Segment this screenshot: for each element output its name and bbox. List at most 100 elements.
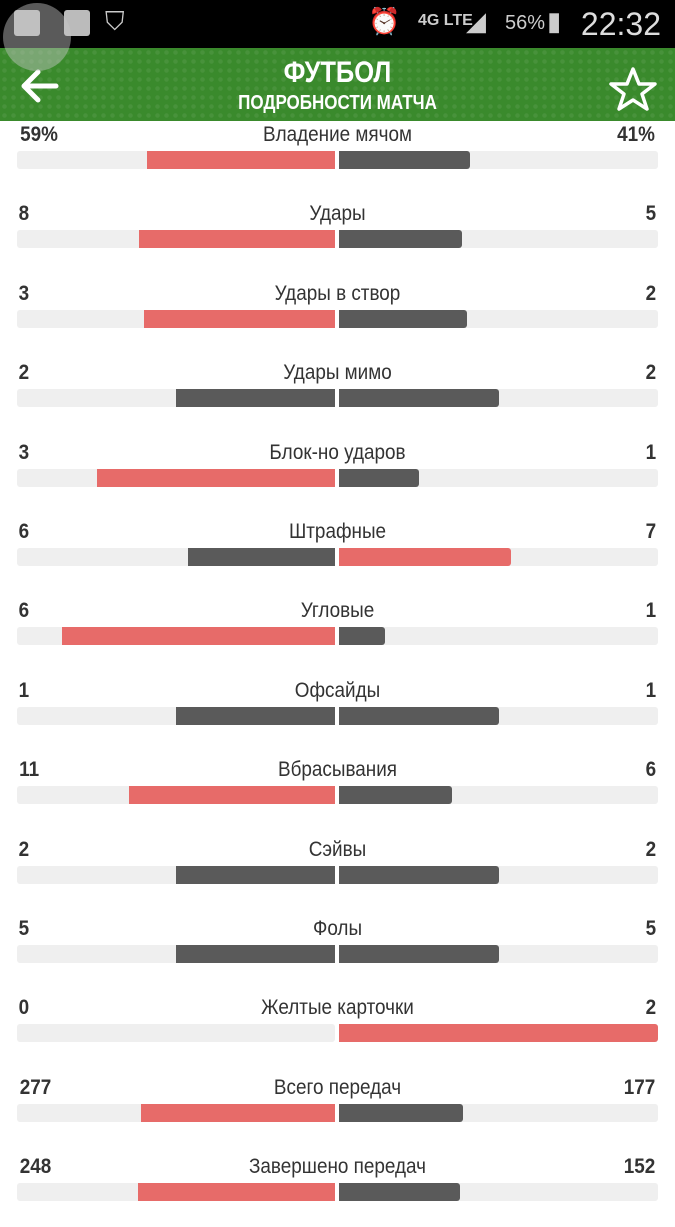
away-bar-fill (339, 1183, 461, 1202)
stat-label: Фолы (312, 917, 363, 940)
stat-label: Удары мимо (283, 361, 392, 385)
away-value: 5 (645, 202, 657, 226)
stat-label: Штрафные (288, 520, 387, 543)
home-bar-track (17, 151, 335, 169)
away-bar-track (339, 1024, 658, 1043)
home-bar-track (17, 627, 335, 646)
away-value: 1 (645, 678, 657, 702)
stat-label: Вбрасывания (277, 758, 398, 782)
home-value: 2 (18, 837, 30, 861)
home-bar-track (17, 1024, 335, 1043)
stat-row: 0 Желтые карточки 2 (0, 996, 675, 1068)
home-value: 5 (18, 917, 30, 940)
home-value: 3 (18, 440, 30, 464)
away-bar-track (339, 548, 658, 566)
page-title: ФУТБОЛ (283, 56, 392, 89)
home-bar-fill (176, 945, 335, 963)
stat-row: 6 Угловые 1 (0, 599, 675, 671)
away-bar-fill (339, 945, 499, 963)
home-bar-track (17, 786, 335, 805)
stat-row: 2 Удары мимо 2 (0, 361, 675, 433)
away-bar-track (339, 706, 658, 725)
stat-label: Офсайды (294, 678, 381, 702)
touch-indicator (3, 3, 71, 71)
home-bar-track (17, 865, 335, 884)
away-value: 2 (645, 996, 657, 1020)
battery-percent: 56% (504, 12, 545, 34)
home-value: 2 (18, 361, 30, 385)
home-value: 6 (18, 520, 30, 543)
app-notification-icon (14, 10, 40, 36)
stat-label: Желтые карточки (261, 996, 414, 1020)
away-value: 5 (645, 917, 657, 940)
stat-row: 248 Завершено передач 152 (0, 1155, 675, 1227)
away-value: 2 (645, 281, 657, 305)
home-bar-track (17, 706, 335, 725)
away-bar-fill (339, 151, 470, 169)
away-value: 41% (617, 123, 655, 146)
stat-label: Завершено передач (249, 1155, 426, 1179)
away-bar-fill (339, 627, 385, 646)
away-value: 1 (645, 599, 657, 623)
away-bar-track (339, 1103, 658, 1122)
home-bar-fill (147, 151, 335, 169)
home-bar-fill (176, 389, 335, 408)
away-bar-fill (339, 865, 499, 884)
away-bar-track (339, 468, 658, 487)
stat-row: 5 Фолы 5 (0, 917, 675, 989)
away-bar-fill (339, 1103, 464, 1122)
stat-row: 6 Штрафные 7 (0, 520, 675, 592)
clock: 22:32 (580, 6, 661, 42)
home-value: 59% (20, 123, 58, 146)
home-bar-fill (140, 1103, 335, 1122)
home-value: 277 (19, 1075, 52, 1099)
network-type-icon: 4G LTE (418, 12, 473, 29)
home-bar-track (17, 309, 335, 328)
stat-label: Блок-но ударов (269, 440, 406, 464)
away-value: 2 (645, 837, 657, 861)
away-bar-fill (339, 548, 511, 566)
home-value: 8 (18, 202, 30, 226)
home-bar-track (17, 1183, 335, 1202)
stat-row: 59% Владение мячом 41% (0, 123, 675, 195)
away-bar-track (339, 1183, 658, 1202)
away-bar-fill (339, 230, 462, 249)
home-bar-fill (139, 230, 335, 249)
stat-label: Сэйвы (308, 837, 367, 861)
away-bar-fill (339, 1024, 658, 1043)
away-value: 2 (645, 361, 657, 385)
home-bar-track (17, 548, 335, 566)
away-value: 177 (623, 1075, 656, 1099)
signal-icon: ◢ (466, 6, 486, 36)
away-bar-fill (339, 309, 467, 328)
stat-label: Удары в створ (274, 281, 401, 305)
stat-label: Владение мячом (262, 123, 413, 146)
away-bar-track (339, 627, 658, 646)
home-value: 248 (19, 1155, 52, 1179)
home-bar-fill (176, 706, 335, 725)
stat-row: 3 Удары в створ 2 (0, 282, 675, 354)
away-value: 6 (645, 758, 657, 782)
away-bar-track (339, 151, 658, 169)
away-bar-track (339, 945, 658, 963)
home-bar-track (17, 468, 335, 487)
home-bar-fill (137, 1183, 335, 1202)
home-bar-fill (62, 627, 335, 646)
favorite-star-icon[interactable] (608, 66, 658, 112)
app-header: ФУТБОЛ ПОДРОБНОСТИ МАТЧА (0, 48, 675, 121)
stat-label: Всего передач (273, 1075, 402, 1099)
home-value: 0 (18, 996, 30, 1020)
page-subtitle: ПОДРОБНОСТИ МАТЧА (238, 92, 437, 114)
home-value: 6 (18, 599, 30, 623)
home-value: 3 (18, 281, 30, 305)
away-bar-track (339, 309, 658, 328)
away-bar-fill (339, 786, 452, 805)
home-bar-track (17, 945, 335, 963)
away-bar-track (339, 230, 658, 249)
wifi-notification-icon (64, 10, 90, 36)
alarm-icon: ⏰ (368, 6, 401, 36)
back-arrow-icon[interactable] (20, 68, 60, 104)
away-bar-track (339, 389, 658, 408)
away-bar-track (339, 865, 658, 884)
home-bar-track (17, 1103, 335, 1122)
